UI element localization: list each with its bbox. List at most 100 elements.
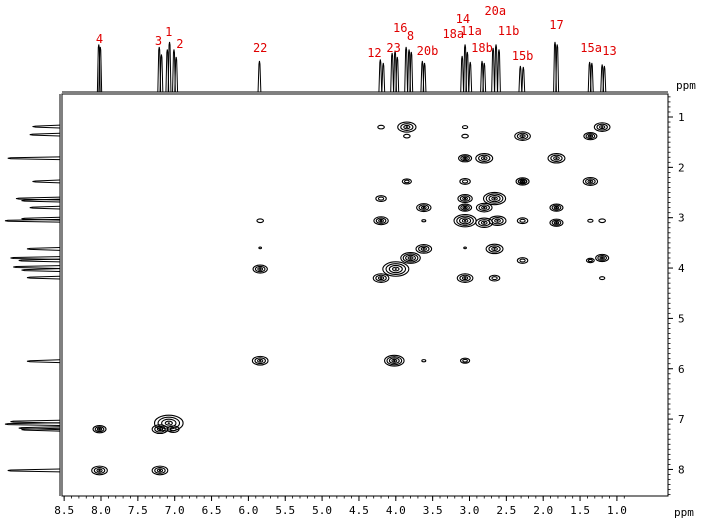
cross-peak: [463, 246, 467, 250]
cross-peak: [373, 216, 389, 226]
contour-core: [463, 206, 467, 209]
contour-core: [600, 126, 604, 128]
contour-ring: [488, 215, 507, 226]
x-tick-label: 6.0: [238, 504, 258, 517]
cross-peak: [547, 153, 566, 164]
contour-ring: [384, 354, 405, 367]
contour-ring: [151, 465, 169, 476]
contour-ring: [372, 273, 390, 283]
contour-ring: [257, 267, 264, 271]
contour-ring: [377, 276, 385, 281]
contour-ring: [96, 427, 103, 431]
contour-ring: [157, 416, 181, 430]
x-tick-label: 7.0: [165, 504, 185, 517]
cross-peak: [252, 264, 268, 274]
left-projection: [4, 94, 61, 496]
peak-label-16: 16: [393, 21, 407, 35]
contour-ring: [491, 246, 498, 252]
cross-peak: [91, 465, 108, 476]
contour-ring: [377, 196, 385, 201]
contour-ring: [485, 193, 504, 204]
contour-ring: [520, 179, 526, 184]
y-tick-label: 8: [678, 463, 685, 476]
contour-ring: [481, 205, 488, 210]
top-projection-peak: [587, 61, 592, 93]
x-tick-label: 8.0: [91, 504, 111, 517]
cross-peak: [485, 243, 504, 255]
contour-core: [379, 277, 383, 280]
top-projection-peak: [482, 62, 487, 93]
contour-ring: [391, 266, 400, 272]
contour-ring: [156, 427, 164, 432]
top-projection-peak: [602, 65, 607, 93]
contour-core: [422, 206, 426, 209]
contour-core: [463, 277, 467, 280]
top-projection-peak: [468, 61, 473, 93]
top-projection-peak: [390, 52, 395, 93]
contour-core: [589, 180, 592, 183]
contour-ring: [494, 218, 501, 223]
cross-peak: [598, 218, 606, 224]
top-projection-peak: [157, 46, 162, 93]
contour-core: [521, 135, 524, 138]
cross-peak: [482, 191, 507, 206]
peak-label-15b: 15b: [512, 49, 534, 63]
contour-ring: [402, 253, 419, 263]
contour-ring: [463, 246, 467, 250]
contour-ring: [516, 217, 529, 225]
contour-ring: [491, 196, 498, 201]
contour-ring: [391, 358, 398, 363]
contour-ring: [416, 203, 432, 213]
contour-ring: [585, 178, 596, 185]
top-projection-peak: [422, 62, 427, 93]
contour-ring: [93, 467, 106, 474]
peak-label-11a: 11a: [460, 24, 482, 38]
contour-ring: [458, 203, 473, 212]
y-tick-label: 6: [678, 363, 685, 376]
contour-ring: [482, 191, 507, 206]
top-projection-peak: [480, 60, 484, 93]
contour-ring: [585, 133, 596, 140]
left-projection-peak: [4, 422, 61, 427]
contour-ring: [480, 220, 488, 225]
top-projection-peak: [463, 44, 467, 93]
cross-peak: [456, 273, 474, 283]
cross-peak: [401, 178, 412, 185]
contour-ring: [461, 179, 469, 184]
peak-label-20b: 20b: [417, 44, 439, 58]
cross-peak: [461, 125, 469, 130]
x-tick-label: 2.5: [496, 504, 516, 517]
contour-ring: [551, 219, 562, 226]
contour-ring: [377, 124, 385, 130]
left-projection-peak: [21, 216, 61, 221]
peak-label-18b: 18b: [471, 41, 493, 55]
contour-ring: [92, 425, 107, 434]
contour-core: [483, 206, 486, 209]
top-projection-peak: [174, 56, 179, 93]
contour-ring: [91, 465, 108, 476]
left-projection-peak: [32, 124, 61, 129]
contour-ring: [480, 156, 488, 161]
contour-ring: [599, 276, 606, 281]
peak-label-8: 8: [407, 29, 414, 43]
contour-ring: [549, 218, 564, 227]
cross-peak: [384, 354, 405, 367]
contour-ring: [593, 122, 611, 132]
cross-peak: [397, 121, 417, 133]
left-projection-peak: [18, 258, 61, 263]
contour-core: [463, 197, 467, 200]
contour-ring: [421, 219, 427, 223]
peak-label-22: 22: [253, 41, 267, 55]
cross-peak: [549, 218, 564, 227]
contour-ring: [258, 246, 263, 250]
contour-ring: [478, 154, 491, 162]
peak-label-4: 4: [96, 32, 103, 46]
contour-ring: [254, 357, 266, 365]
contour-ring: [595, 253, 610, 263]
x-tick-label: 6.5: [202, 504, 222, 517]
cross-peak: [377, 124, 385, 130]
cross-peak: [585, 257, 595, 264]
contour-ring: [421, 359, 427, 363]
contour-ring: [488, 274, 501, 282]
